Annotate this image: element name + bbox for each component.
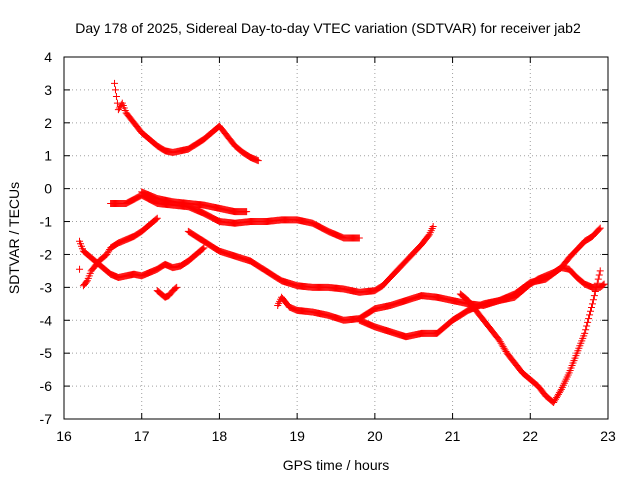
data-point xyxy=(594,275,602,283)
x-tick-label: 16 xyxy=(56,428,72,444)
series-track-g xyxy=(184,222,437,296)
y-tick-label: -5 xyxy=(40,345,53,361)
x-tick-label: 23 xyxy=(600,428,616,444)
x-tick-label: 19 xyxy=(289,428,305,444)
x-axis-label: GPS time / hours xyxy=(283,457,390,473)
x-tick-label: 17 xyxy=(134,428,150,444)
data-point xyxy=(595,271,603,279)
y-tick-label: -7 xyxy=(40,411,53,427)
data-point xyxy=(596,224,604,232)
data-point xyxy=(584,318,592,326)
y-tick-label: 0 xyxy=(44,181,52,197)
data-point xyxy=(592,283,600,291)
data-point xyxy=(585,315,593,323)
chart-title: Day 178 of 2025, Sidereal Day-to-day VTE… xyxy=(75,20,581,36)
series-track-a xyxy=(111,79,262,165)
data-point xyxy=(589,296,597,304)
series-track-i xyxy=(355,224,604,341)
data-point xyxy=(599,281,607,289)
data-point xyxy=(243,208,251,216)
data-point xyxy=(173,283,181,291)
series-track-f xyxy=(153,283,181,301)
data-point xyxy=(200,244,208,252)
data-point xyxy=(587,307,595,315)
y-tick-label: -1 xyxy=(40,214,53,230)
data-point xyxy=(76,265,84,273)
y-tick-label: 1 xyxy=(44,148,52,164)
plot-frame xyxy=(63,56,609,420)
data-points xyxy=(76,79,608,407)
data-point xyxy=(590,292,598,300)
data-point xyxy=(82,278,90,286)
y-tick-label: -2 xyxy=(40,246,53,262)
series-track-j xyxy=(456,267,604,407)
data-point xyxy=(429,222,437,230)
series-isolated xyxy=(76,265,84,273)
x-axis: 16 17 18 19 20 21 22 23 xyxy=(56,57,616,444)
y-tick-label: 2 xyxy=(44,115,52,131)
data-point xyxy=(112,92,120,100)
x-tick-label: 22 xyxy=(522,428,538,444)
data-point xyxy=(172,284,180,292)
data-point xyxy=(152,215,160,223)
y-tick-label: 4 xyxy=(44,49,52,65)
x-tick-label: 21 xyxy=(445,428,461,444)
data-point xyxy=(582,326,590,334)
data-point xyxy=(581,329,589,337)
y-tick-label: 3 xyxy=(44,82,52,98)
data-point xyxy=(596,267,604,275)
data-point xyxy=(595,225,603,233)
data-point xyxy=(111,79,119,87)
data-point xyxy=(588,300,596,308)
y-axis: -7 -6 -5 -4 -3 -2 -1 0 1 2 3 4 xyxy=(40,49,608,427)
x-tick-label: 18 xyxy=(212,428,228,444)
y-tick-label: -6 xyxy=(40,378,53,394)
y-tick-label: -3 xyxy=(40,279,53,295)
y-tick-label: -4 xyxy=(40,312,53,328)
data-point xyxy=(153,214,161,222)
series-track-c xyxy=(138,188,251,216)
data-point xyxy=(254,157,262,165)
data-point xyxy=(591,287,599,295)
data-point xyxy=(586,311,594,319)
x-tick-label: 20 xyxy=(367,428,383,444)
data-point xyxy=(355,234,363,242)
data-point xyxy=(111,86,119,94)
data-point xyxy=(600,280,608,288)
data-point xyxy=(593,279,601,287)
series-track-b xyxy=(107,191,363,242)
data-point xyxy=(583,322,591,330)
y-axis-label: SDTVAR / TECUs xyxy=(6,182,22,294)
series-track-e xyxy=(76,237,208,281)
data-point xyxy=(556,387,564,395)
data-point xyxy=(587,304,595,312)
data-point xyxy=(199,245,207,253)
series-track-d xyxy=(79,214,161,290)
